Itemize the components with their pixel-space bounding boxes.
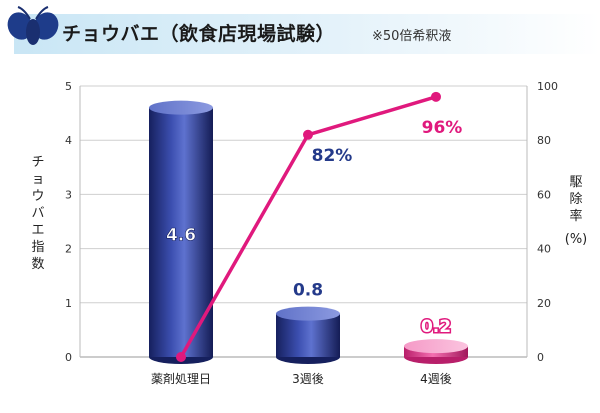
- right-axis-ticks: 0 20 40 60 80 100: [537, 80, 558, 364]
- bar-body: [149, 107, 213, 358]
- y-tick-label: 4: [65, 134, 72, 147]
- bar-3: [404, 339, 468, 364]
- y2-tick-label: 100: [537, 80, 558, 93]
- y-axis-title-char: ョ: [31, 172, 44, 187]
- header-band: [14, 14, 600, 54]
- right-axis-title: 駆除率 (%): [565, 175, 588, 247]
- bar-value-label: 4.6: [166, 225, 196, 245]
- y2-tick-label: 60: [537, 188, 551, 201]
- y-tick-label: 0: [65, 351, 72, 364]
- y2-tick-label: 0: [537, 351, 544, 364]
- y-axis-title-char: 指: [31, 240, 44, 255]
- y-tick-label: 5: [65, 80, 72, 93]
- y2-tick-label: 20: [537, 297, 551, 310]
- y2-axis-title-char: 率: [569, 208, 582, 224]
- category-labels: 薬剤処理日 3週後 4週後: [151, 371, 452, 386]
- y2-tick-label: 40: [537, 243, 551, 256]
- y-axis-title-char: 数: [31, 257, 44, 272]
- rate-point: [176, 352, 186, 362]
- line-series: 82% 96%: [176, 91, 463, 362]
- bar-2: [276, 306, 340, 364]
- rate-point: [431, 91, 441, 102]
- bar-top: [276, 306, 340, 321]
- bar-body: [276, 313, 340, 357]
- y-tick-label: 2: [65, 243, 72, 256]
- dilution-note: ※50倍希釈液: [372, 29, 452, 44]
- y2-axis-title-char: 駆: [569, 175, 582, 190]
- rate-value-label: 82%: [312, 146, 353, 166]
- bar-value-label: 0.2: [421, 317, 451, 337]
- category-label: 薬剤処理日: [151, 371, 211, 386]
- bar-1: [149, 100, 213, 364]
- chart-header: チョウバエ（飲食店現場試験） ※50倍希釈液: [0, 0, 600, 60]
- bar-top: [149, 100, 213, 115]
- y-tick-label: 1: [65, 297, 72, 310]
- y2-axis-title-char: 除: [569, 192, 582, 207]
- category-label: 4週後: [420, 372, 452, 386]
- rate-point: [303, 129, 313, 140]
- rate-value-label: 96%: [422, 118, 463, 138]
- bar-top: [404, 339, 468, 354]
- bar-value-label: 0.8: [293, 281, 323, 301]
- y2-axis-unit: (%): [565, 232, 588, 247]
- y-axis-title-char: エ: [31, 223, 44, 238]
- y-tick-label: 3: [65, 188, 72, 201]
- chart-title: チョウバエ（飲食店現場試験）: [62, 23, 336, 45]
- left-axis-ticks: 0 1 2 3 4 5: [65, 80, 72, 364]
- bar-series: 4.6 0.8 0.2: [149, 100, 468, 364]
- y-axis-title-char: チ: [31, 155, 44, 170]
- category-label: 3週後: [292, 372, 324, 386]
- moth-fly-icon: [7, 6, 59, 45]
- y-axis-title-char: ウ: [31, 189, 44, 204]
- y2-tick-label: 80: [537, 134, 551, 147]
- y-axis-title-char: バ: [31, 206, 44, 221]
